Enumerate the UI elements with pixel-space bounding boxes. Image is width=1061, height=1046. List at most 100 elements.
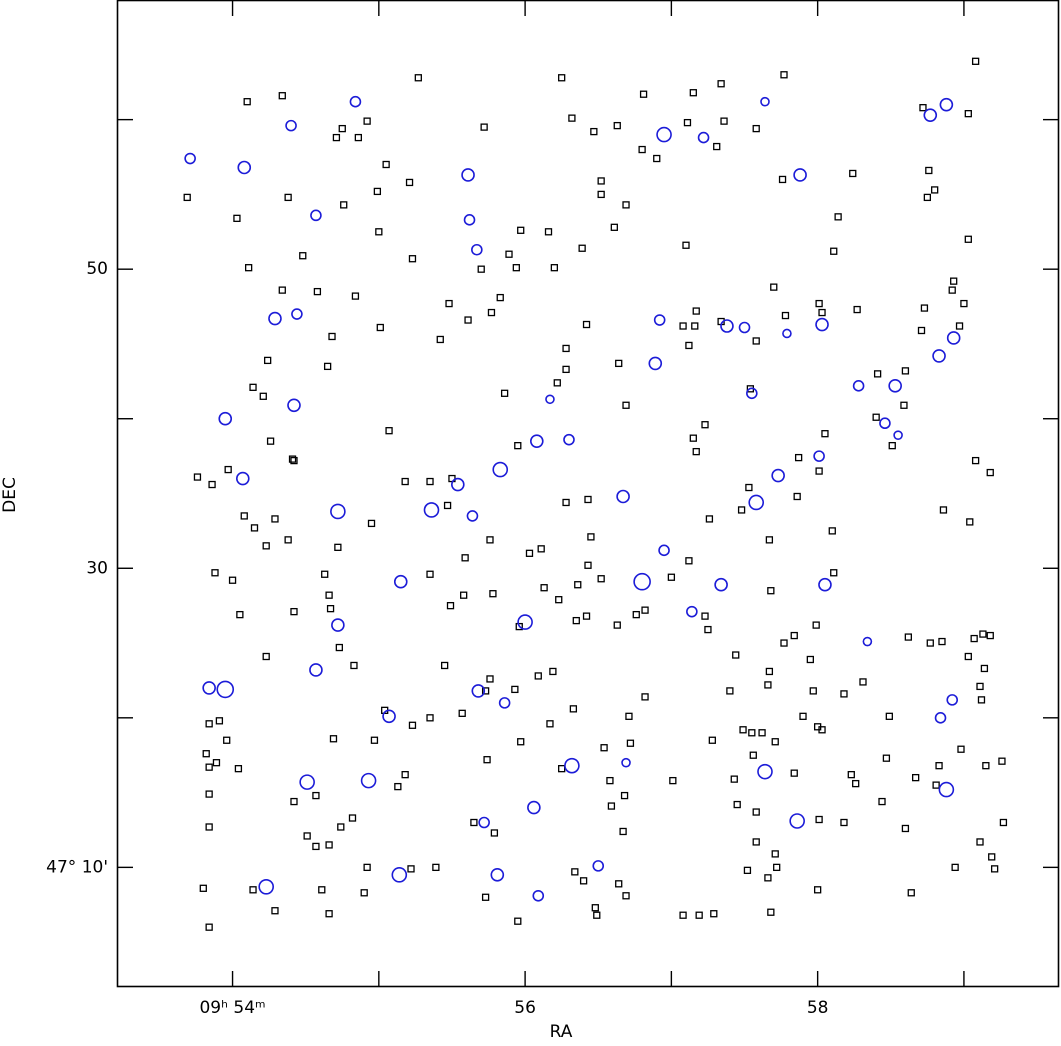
source-circle	[813, 450, 825, 462]
source-square	[667, 573, 676, 581]
source-square	[329, 735, 338, 743]
source-square	[243, 98, 251, 106]
source-square	[653, 154, 661, 163]
source-square	[610, 223, 618, 231]
source-square	[752, 337, 760, 345]
source-circle	[310, 209, 322, 222]
source-square	[720, 117, 728, 125]
source-square	[299, 252, 307, 260]
source-circle	[720, 319, 734, 333]
source-circle	[923, 108, 938, 122]
source-square	[809, 687, 817, 695]
source-square	[373, 187, 382, 196]
source-square	[553, 379, 561, 387]
y-tick-label: 50	[86, 259, 108, 279]
source-square	[685, 557, 693, 565]
source-square	[338, 124, 346, 133]
source-square	[917, 326, 926, 335]
source-square	[441, 661, 449, 670]
source-circle	[218, 411, 233, 426]
source-square	[183, 193, 191, 202]
source-square	[964, 235, 972, 243]
source-square	[240, 512, 248, 520]
source-square	[704, 625, 712, 634]
source-square	[615, 880, 623, 888]
source-square	[901, 824, 910, 833]
source-circle	[793, 168, 807, 182]
source-square	[708, 736, 716, 744]
source-square	[931, 186, 939, 194]
source-square	[935, 762, 943, 770]
source-square	[691, 322, 699, 330]
source-square	[626, 739, 635, 747]
source-square	[818, 726, 826, 734]
source-square	[278, 286, 286, 294]
source-square	[436, 335, 444, 344]
source-circle	[818, 577, 832, 592]
source-square	[367, 519, 376, 528]
source-square	[244, 264, 253, 272]
source-square	[780, 639, 788, 647]
source-circle	[862, 636, 873, 647]
source-square	[360, 889, 368, 897]
source-square	[793, 492, 801, 501]
source-square	[830, 569, 838, 577]
source-square	[828, 527, 836, 535]
source-square	[262, 542, 270, 550]
source-square	[970, 634, 978, 643]
source-circle	[287, 398, 301, 413]
source-square	[960, 299, 968, 308]
source-circle	[382, 709, 396, 724]
source-square	[752, 124, 760, 133]
source-circle	[451, 477, 465, 492]
source-circle	[309, 663, 323, 677]
source-square	[558, 765, 566, 773]
source-circle	[616, 489, 630, 504]
plot-frame	[116, 0, 1060, 988]
source-square	[470, 818, 478, 827]
source-circle	[545, 394, 555, 405]
source-square	[885, 712, 893, 720]
source-square	[313, 287, 322, 296]
source-square	[340, 201, 348, 209]
source-square	[739, 726, 747, 734]
source-square	[328, 332, 336, 341]
source-circle	[760, 96, 770, 107]
source-circle	[235, 471, 250, 486]
source-square	[514, 441, 522, 450]
source-circle	[714, 577, 728, 592]
source-circle	[330, 503, 346, 520]
source-square	[290, 607, 298, 616]
source-square	[562, 365, 570, 374]
source-circle	[815, 317, 829, 332]
source-square	[613, 121, 621, 130]
source-square	[853, 305, 861, 314]
source-square	[271, 907, 279, 915]
source-square	[600, 744, 608, 752]
source-square	[806, 655, 814, 664]
source-circle	[471, 243, 483, 256]
source-square	[778, 175, 787, 184]
source-circle	[360, 772, 377, 789]
source-square	[334, 543, 342, 551]
source-square	[259, 392, 267, 400]
source-square	[584, 561, 592, 569]
source-square	[351, 292, 360, 300]
source-square	[284, 193, 292, 202]
source-square	[205, 720, 213, 728]
source-square	[998, 757, 1006, 765]
source-square	[840, 818, 848, 827]
source-square	[743, 866, 752, 875]
source-square	[572, 616, 580, 625]
source-circle	[789, 813, 805, 829]
source-circle	[653, 314, 666, 326]
source-square	[363, 863, 371, 872]
source-square	[964, 110, 972, 118]
source-circle	[258, 879, 274, 895]
source-square	[780, 71, 788, 79]
source-square	[426, 714, 434, 722]
source-square	[950, 277, 958, 285]
source-square	[799, 712, 807, 720]
source-square	[537, 545, 545, 553]
